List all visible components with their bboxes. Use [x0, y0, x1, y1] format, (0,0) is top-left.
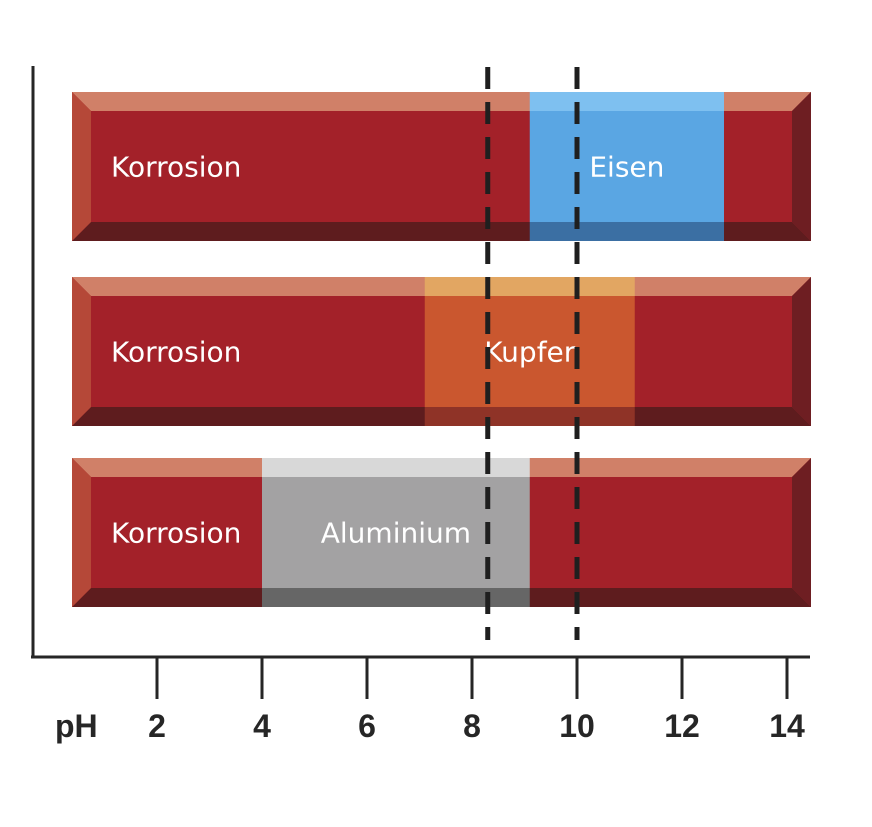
x-axis-title: pH: [55, 708, 98, 744]
corrosion-bar-left-bevel: [72, 277, 91, 426]
x-tick-label: 10: [559, 708, 595, 744]
x-tick-label: 4: [253, 708, 271, 744]
metal-label-eisen: Eisen: [589, 151, 664, 184]
passive-range-kupfer: [424, 296, 635, 407]
corrosion-bar-right-bevel: [792, 458, 811, 607]
passive-range-bottom-bevel: [529, 222, 724, 241]
x-tick-label: 8: [463, 708, 481, 744]
corrosion-label: Korrosion: [111, 517, 241, 550]
metal-label-kupfer: Kupfer: [484, 336, 576, 369]
x-tick-label: 6: [358, 708, 376, 744]
passive-range-top-bevel: [529, 92, 724, 111]
bars-layer: Korrosion Eisen Korrosion Kupfer Korrosion Al…: [72, 92, 811, 607]
bar-row-kupfer: Korrosion Kupfer: [72, 277, 811, 426]
corrosion-bar-right-bevel: [792, 92, 811, 241]
x-ticks-layer: 2 4 6 8 10 12 14: [148, 657, 805, 744]
passive-range-eisen: [529, 111, 724, 222]
bar-row-eisen: Korrosion Eisen: [72, 92, 811, 241]
x-tick-label: 12: [664, 708, 700, 744]
metal-label-aluminium: Aluminium: [321, 517, 471, 550]
corrosion-label: Korrosion: [111, 151, 241, 184]
bar-row-aluminium: Korrosion Aluminium: [72, 458, 811, 607]
corrosion-bar-left-bevel: [72, 92, 91, 241]
axes-layer: pH: [31, 66, 810, 744]
passive-range-aluminium: [262, 477, 530, 588]
passive-range-top-bevel: [424, 277, 635, 296]
x-tick-label: 14: [769, 708, 805, 744]
passive-range-bottom-bevel: [424, 407, 635, 426]
passive-range-top-bevel: [262, 458, 530, 477]
corrosion-bar-left-bevel: [72, 458, 91, 607]
passive-range-bottom-bevel: [262, 588, 530, 607]
x-tick-label: 2: [148, 708, 166, 744]
corrosion-label: Korrosion: [111, 336, 241, 369]
corrosion-bar-right-bevel: [792, 277, 811, 426]
reference-lines-layer: [485, 67, 580, 640]
